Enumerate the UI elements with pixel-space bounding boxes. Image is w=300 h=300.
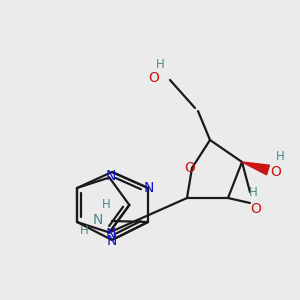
Text: O: O xyxy=(148,71,159,85)
Text: H: H xyxy=(276,151,284,164)
Text: O: O xyxy=(250,202,261,216)
Text: H: H xyxy=(80,224,88,238)
Polygon shape xyxy=(242,162,269,175)
Text: N: N xyxy=(144,181,154,195)
Text: N: N xyxy=(105,226,116,241)
Text: H: H xyxy=(249,187,257,200)
Text: O: O xyxy=(184,161,195,175)
Text: H: H xyxy=(156,58,164,71)
Text: H: H xyxy=(102,199,110,212)
Text: N: N xyxy=(93,213,103,227)
Text: N: N xyxy=(105,169,116,184)
Text: N: N xyxy=(107,234,117,248)
Text: O: O xyxy=(271,165,281,179)
